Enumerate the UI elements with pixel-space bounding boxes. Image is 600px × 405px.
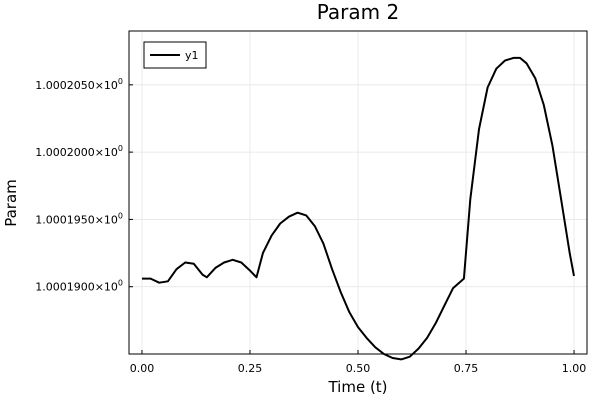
x-tick-label: 1.00 (562, 362, 587, 375)
x-tick-label: 0.50 (346, 362, 371, 375)
y-tick-label: 1.0002000×100 (35, 144, 123, 159)
y-tick-label: 1.0001900×100 (35, 279, 123, 294)
x-tick-label: 0.25 (238, 362, 263, 375)
series-line-y1 (142, 56, 575, 361)
y-axis-label: Param (2, 179, 20, 227)
legend: y1 (143, 41, 207, 69)
x-tick-label: 0.00 (130, 362, 155, 375)
chart-title: Param 2 (317, 0, 399, 24)
grid (129, 31, 587, 354)
x-axis-label: Time (t) (327, 378, 387, 396)
ticks: 0.00 0.25 0.50 0.75 1.00 1.0001900×100 1.00019… (35, 77, 586, 375)
series (142, 56, 575, 361)
x-tick-label: 0.75 (454, 362, 479, 375)
y-tick-label: 1.0001950×100 (35, 211, 123, 226)
y-tick-label: 1.0002050×100 (35, 77, 123, 92)
legend-label: y1 (185, 49, 199, 62)
